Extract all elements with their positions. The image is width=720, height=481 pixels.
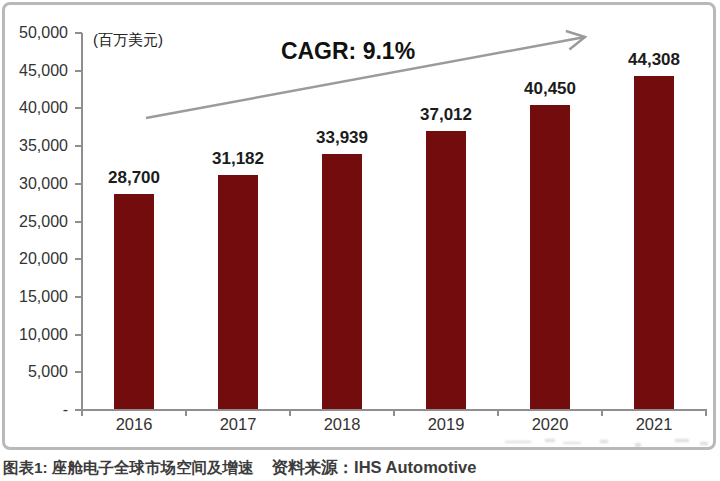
x-axis-tick — [601, 410, 603, 416]
bar-value-label: 44,308 — [609, 50, 699, 70]
bar-value-label: 40,450 — [505, 79, 595, 99]
y-axis-tick-label: 35,000 — [0, 137, 68, 155]
x-axis-tick — [393, 410, 395, 416]
y-axis-tick-label: - — [0, 401, 77, 419]
bar — [634, 76, 674, 409]
x-axis-category-label: 2020 — [505, 415, 595, 434]
bar — [530, 105, 570, 409]
y-axis-tick-label: 20,000 — [0, 250, 68, 268]
x-axis-category-label: 2016 — [89, 415, 179, 434]
caption-source: 资料来源：IHS Automotive — [272, 458, 477, 476]
bar — [218, 175, 258, 409]
y-axis-tick — [75, 107, 82, 109]
x-axis-category-label: 2021 — [609, 415, 699, 434]
y-axis-tick — [75, 32, 82, 34]
caption-title: 图表1: 座舱电子全球市场空间及增速 — [3, 459, 254, 476]
y-axis-tick — [75, 334, 82, 336]
x-axis-category-label: 2017 — [193, 415, 283, 434]
figure-caption: 图表1: 座舱电子全球市场空间及增速 资料来源：IHS Automotive — [3, 457, 476, 479]
x-axis-tick — [705, 410, 707, 416]
bar — [322, 154, 362, 409]
y-axis-tick-label: 30,000 — [0, 175, 68, 193]
y-axis-tick-label: 50,000 — [0, 24, 68, 42]
y-axis-tick-label: 45,000 — [0, 62, 68, 80]
bar — [426, 131, 466, 409]
x-axis-tick — [81, 410, 83, 416]
watermark-remnant — [505, 434, 710, 450]
y-axis-tick-label: 25,000 — [0, 213, 68, 231]
y-axis-tick — [75, 183, 82, 185]
bar-value-label: 37,012 — [401, 105, 491, 125]
x-axis-tick — [289, 410, 291, 416]
y-axis-tick-label: 10,000 — [0, 326, 68, 344]
bar — [114, 194, 154, 409]
x-axis-category-label: 2019 — [401, 415, 491, 434]
x-axis-tick — [497, 410, 499, 416]
bar-value-label: 31,182 — [193, 149, 283, 169]
y-axis-tick-label: 40,000 — [0, 99, 68, 117]
y-axis-tick — [75, 70, 82, 72]
y-axis-tick-label: 15,000 — [0, 288, 68, 306]
figure: (百万美元) CAGR: 9.1% 50,00045,00040,00035,0… — [0, 0, 720, 481]
y-axis-tick — [75, 371, 82, 373]
x-axis-category-label: 2018 — [297, 415, 387, 434]
y-axis-tick — [75, 221, 82, 223]
y-axis-tick-label: 5,000 — [0, 363, 68, 381]
y-axis-tick — [75, 258, 82, 260]
x-axis-tick — [185, 410, 187, 416]
y-axis-tick — [75, 296, 82, 298]
bar-value-label: 28,700 — [89, 168, 179, 188]
y-axis-tick — [75, 145, 82, 147]
bar-value-label: 33,939 — [297, 128, 387, 148]
